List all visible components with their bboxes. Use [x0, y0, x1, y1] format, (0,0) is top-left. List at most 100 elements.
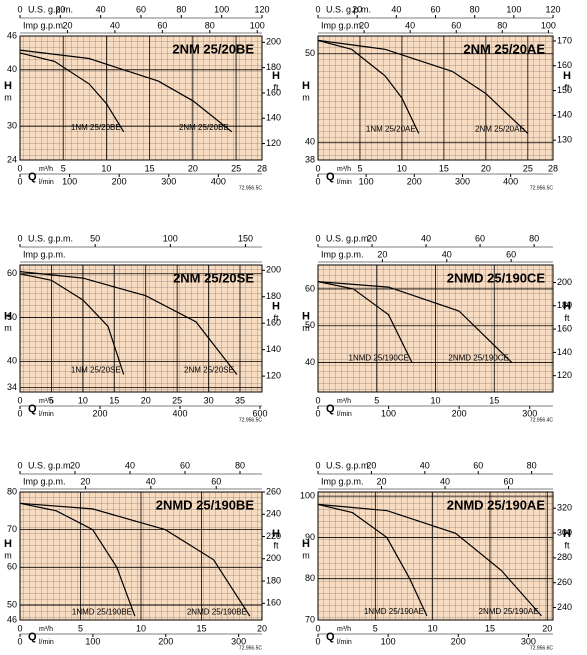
y2-tick-label: 240	[266, 509, 281, 519]
y2-tick-label: 180	[557, 300, 572, 310]
imp-tick-label: 100	[250, 20, 265, 30]
x-tick-label: 15	[145, 163, 155, 173]
x-tick-label: 5	[374, 395, 379, 405]
us-axis-label: U.S. g.p.m.	[28, 233, 73, 243]
y-tick-label: 70	[7, 524, 17, 534]
y-tick-label: 38	[305, 154, 315, 164]
pump-curve	[19, 273, 125, 375]
y2-tick-label: 140	[266, 344, 281, 354]
us-tick-label: 40	[96, 4, 106, 14]
imp-tick-label: 20	[377, 249, 387, 259]
y2-tick-label: 140	[557, 110, 572, 120]
y2-tick-label: 130	[557, 135, 572, 145]
y2-tick-label: 160	[557, 60, 572, 70]
imp-tick-label: 20	[62, 20, 72, 30]
us-tick-label: 60	[180, 460, 190, 470]
pump-curve	[317, 39, 420, 134]
y2-tick-label: 280	[557, 552, 572, 562]
y2-axis-label: H	[272, 528, 280, 540]
y2-tick-label: 140	[266, 113, 281, 123]
lmin-tick-label: 200	[451, 636, 466, 646]
x-tick-label: 10	[430, 395, 440, 405]
imp-tick-label: 80	[497, 20, 507, 30]
lmin-tick-label: 0	[315, 408, 320, 418]
y2-tick-label: 160	[557, 323, 572, 333]
pump-curve	[317, 281, 513, 364]
x-tick-label: 0	[315, 395, 320, 405]
lmin-tick-label: 100	[381, 636, 396, 646]
y-tick-label: 60	[7, 562, 17, 572]
y2-axis-label: H	[563, 70, 571, 82]
lmin-tick-label: 200	[452, 408, 467, 418]
curve-label: 2NM 25/20BE	[179, 123, 229, 132]
y-tick-label: 60	[7, 268, 17, 278]
x-tick-label: 5	[357, 163, 362, 173]
lmin-axis-unit: l/min	[337, 639, 352, 646]
y2-tick-label: 120	[266, 371, 281, 381]
y2-tick-label: 120	[557, 370, 572, 380]
y2-axis-label: H	[272, 300, 280, 312]
us-axis-label: U.S. g.p.m.	[28, 460, 73, 470]
chart-title: 2NM 25/20SE	[173, 270, 254, 285]
y-tick-label: 46	[7, 30, 17, 40]
curve-label: 1NMD 25/190BE	[72, 607, 132, 616]
imp-tick-label: 60	[504, 476, 514, 486]
y-tick-label: 24	[7, 154, 17, 164]
us-axis-label: U.S. g.p.m.	[326, 4, 371, 14]
lmin-tick-label: 300	[231, 636, 246, 646]
us-tick-label: 40	[125, 460, 135, 470]
x-axis-unit: m³/h	[337, 166, 351, 173]
y2-axis-unit: ft	[273, 82, 279, 92]
us-axis-label: U.S. g.p.m.	[28, 4, 73, 14]
lmin-tick-label: 300	[522, 408, 537, 418]
y-axis-unit: m	[4, 323, 12, 333]
x-tick-label: 15	[109, 395, 119, 405]
x-tick-label: 15	[485, 623, 495, 633]
lmin-axis-unit: l/min	[39, 411, 54, 418]
y-tick-label: 34	[7, 382, 17, 392]
x-tick-label: 0	[17, 163, 22, 173]
curve-label: 2NMD 25/190BE	[187, 607, 247, 616]
lmin-tick-label: 400	[503, 176, 518, 186]
imp-tick-label: 20	[359, 20, 369, 30]
x-tick-label: 10	[78, 395, 88, 405]
us-tick-label: 80	[235, 460, 245, 470]
imp-tick-label: 40	[146, 476, 156, 486]
pump-curve	[317, 503, 542, 617]
imp-axis-label: Imp g.p.m.	[321, 20, 364, 30]
pump-curve	[317, 281, 413, 363]
imp-tick-label: 100	[541, 20, 556, 30]
pump-curve	[19, 502, 136, 617]
chart-title: 2NMD 25/190CE	[447, 270, 546, 285]
y2-axis-unit: ft	[564, 82, 570, 92]
us-tick-label: 100	[506, 4, 521, 14]
us-tick-label: 20	[367, 233, 377, 243]
q-label: Q	[326, 631, 335, 643]
curve-label: 2NM 25/20AE	[475, 125, 525, 134]
us-tick-label: 100	[163, 233, 178, 243]
us-tick-label: 20	[352, 4, 362, 14]
y2-axis-label: H	[563, 528, 571, 540]
y-tick-label: 50	[7, 599, 17, 609]
q-label: Q	[326, 403, 335, 415]
x-tick-label: 15	[439, 163, 449, 173]
y-axis-label: H	[4, 80, 12, 92]
x-tick-label: 35	[235, 395, 245, 405]
lmin-tick-label: 400	[172, 408, 187, 418]
lmin-tick-label: 100	[359, 176, 374, 186]
y2-tick-label: 180	[266, 291, 281, 301]
y-axis-unit: m	[4, 550, 12, 560]
x-tick-label: 25	[523, 163, 533, 173]
x-axis-unit: m³/h	[39, 626, 53, 633]
y-axis-label: H	[4, 538, 12, 550]
pump-curve	[19, 49, 233, 133]
x-tick-label: 25	[231, 163, 241, 173]
lmin-tick-label: 300	[455, 176, 470, 186]
curve-label: 1NM 25/20SE	[71, 366, 121, 375]
chart-code: 72.956.5C	[239, 185, 262, 191]
us-tick-label: 80	[470, 4, 480, 14]
y2-tick-label: 200	[266, 265, 281, 275]
imp-tick-label: 60	[211, 476, 221, 486]
us-tick-label: 0	[17, 460, 22, 470]
